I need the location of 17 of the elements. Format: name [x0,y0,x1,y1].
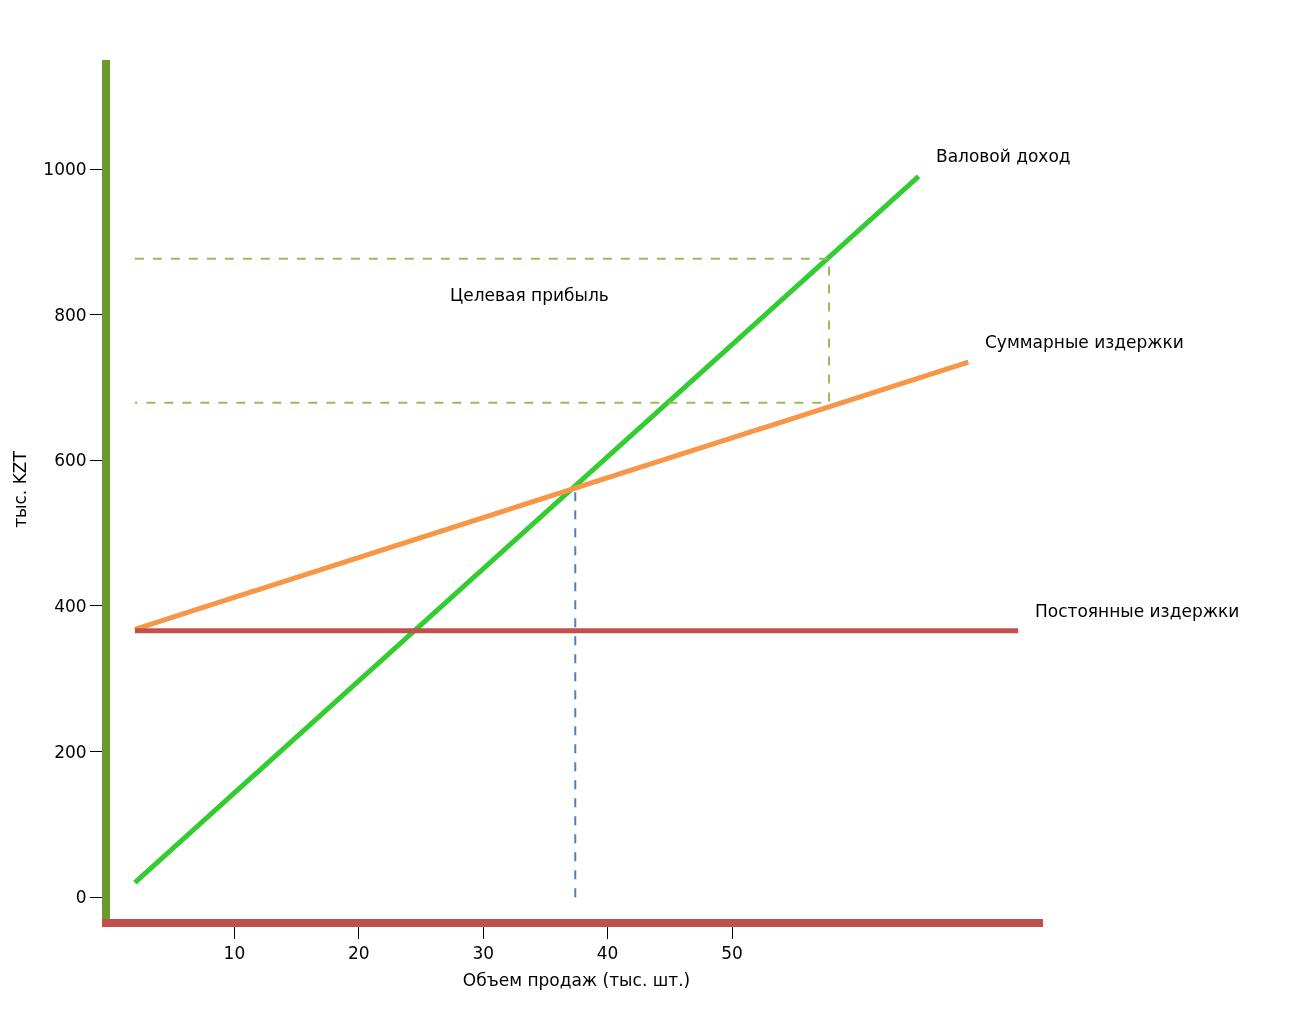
y-tick-label: 800 [54,304,87,325]
series-label: Суммарные издержки [985,332,1184,352]
series-label: Валовой доход [936,146,1071,166]
annotation: Целевая прибыль [450,285,609,305]
x-tick-label: 30 [472,943,495,964]
x-tick-label: 10 [223,943,246,964]
x-axis-title: Объем продаж (тыс. шт.) [462,970,691,991]
x-tick-label: 50 [721,943,743,964]
y-axis-title: тыс. KZT [10,450,31,528]
y-tick-label: 400 [54,595,87,616]
y-tick-label: 1000 [43,159,87,180]
y-tick-label: 200 [54,741,87,762]
y-tick-label: 0 [75,887,87,908]
series-label: Постоянные издержки [1035,601,1240,621]
x-tick-label: 20 [347,943,370,964]
y-tick-label: 600 [54,450,87,471]
x-tick-label: 40 [596,943,619,964]
